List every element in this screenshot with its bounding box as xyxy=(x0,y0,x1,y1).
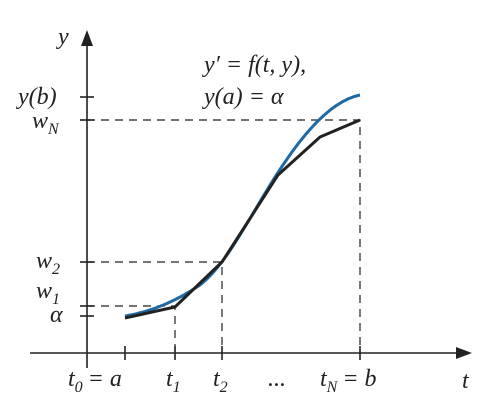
subscript: N xyxy=(47,121,60,138)
subscript: 2 xyxy=(220,379,228,396)
t-label: t1 xyxy=(166,366,181,396)
t-label: ... xyxy=(268,366,286,392)
base: t xyxy=(320,366,328,392)
y-label: w2 xyxy=(36,248,60,278)
t-label: t0 = a xyxy=(68,366,122,396)
t-label: tN = b xyxy=(320,366,377,396)
solution-curve xyxy=(124,93,361,318)
equation-line: y′ = f(t, y), xyxy=(202,52,306,78)
subscript: 1 xyxy=(52,291,60,308)
subscript: 0 xyxy=(75,379,83,396)
subscript: 1 xyxy=(173,379,181,396)
base: w xyxy=(36,278,52,304)
subscript: 2 xyxy=(52,261,60,278)
y-label: y(b) xyxy=(16,84,57,110)
guide-w2 xyxy=(87,261,223,353)
base: w xyxy=(32,108,48,134)
y-axis-arrow xyxy=(81,30,93,46)
approximation-polyline xyxy=(124,118,361,320)
t-axis-label: t xyxy=(462,368,470,394)
t-axis-arrow xyxy=(456,347,472,359)
guide-w1 xyxy=(87,305,176,353)
rest: = b xyxy=(342,366,376,392)
t-label: t2 xyxy=(213,366,228,396)
subscript: N xyxy=(326,379,339,396)
y-axis-label: y xyxy=(56,24,69,50)
base: t xyxy=(213,366,221,392)
y-label: w1 xyxy=(36,278,60,308)
y-label: wN xyxy=(32,108,60,138)
base: w xyxy=(36,248,52,274)
equation-line: y(a) = α xyxy=(202,84,284,110)
y-label: α xyxy=(50,302,63,328)
base: t xyxy=(166,366,174,392)
base: t xyxy=(68,366,76,392)
rest: = a xyxy=(88,366,122,392)
